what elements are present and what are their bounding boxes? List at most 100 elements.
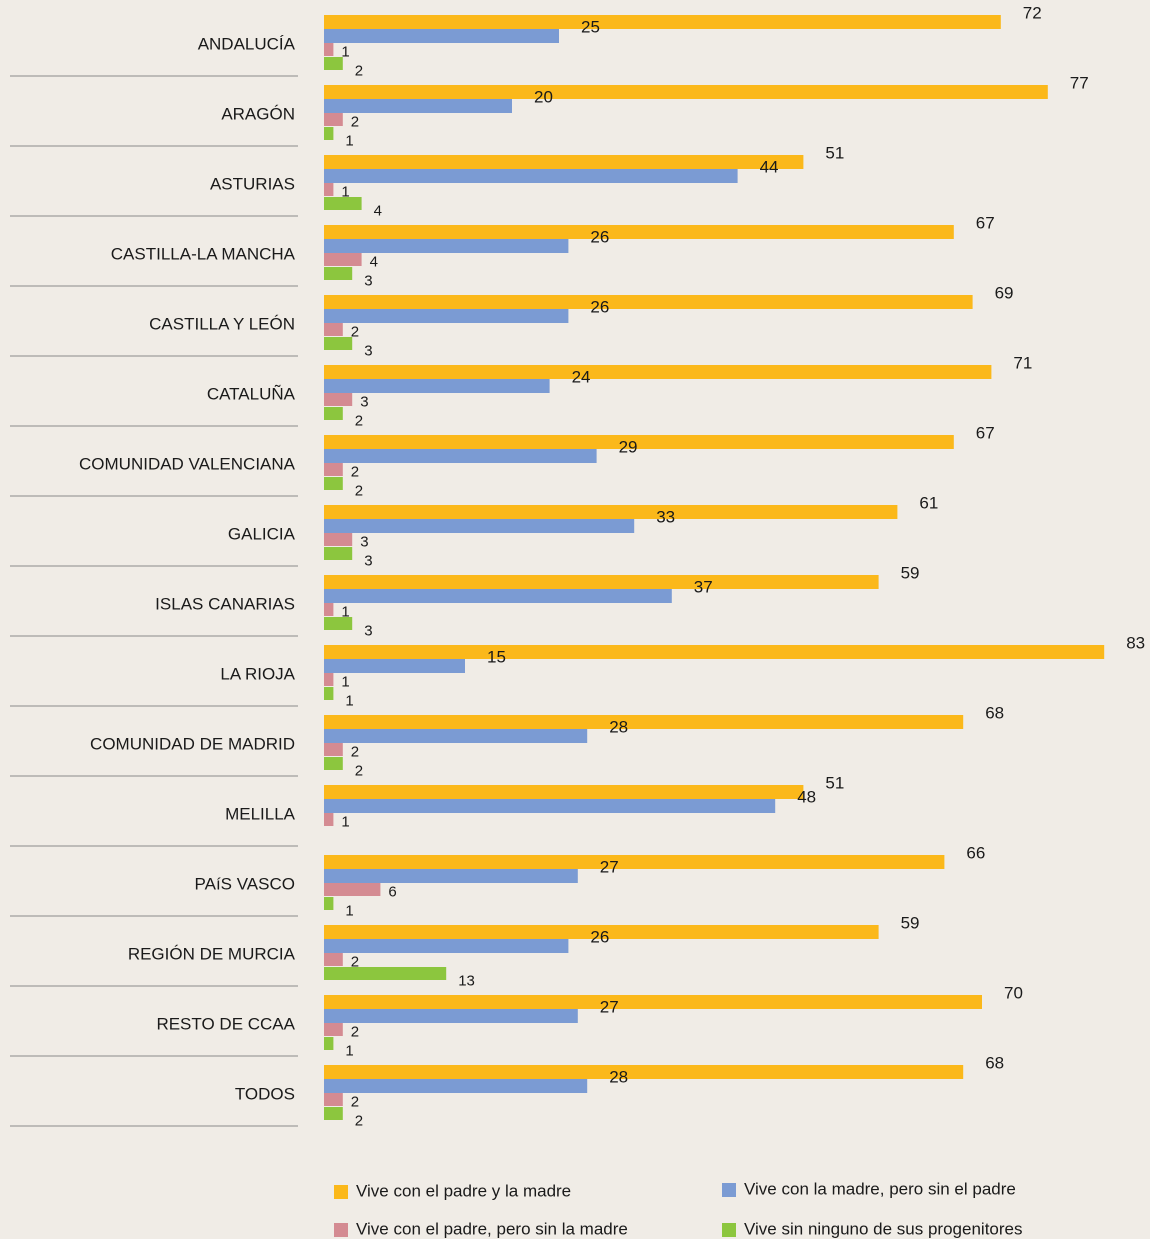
value-label: 2 [355, 482, 363, 499]
bar [324, 379, 550, 393]
bar [324, 43, 334, 56]
value-label: 69 [995, 283, 1014, 302]
value-label: 24 [572, 367, 591, 386]
value-label: 3 [364, 622, 372, 639]
bar [324, 449, 597, 463]
value-label: 1 [345, 132, 353, 149]
bar [324, 547, 353, 560]
bar [324, 15, 1001, 29]
value-label: 3 [360, 533, 368, 550]
category-label: GALICIA [228, 524, 296, 543]
value-label: 2 [351, 1023, 359, 1040]
category-label: LA RIOJA [220, 664, 295, 683]
value-label: 29 [619, 437, 638, 456]
legend-label: Vive con la madre, pero sin el padre [744, 1179, 1016, 1198]
value-label: 72 [1023, 3, 1042, 22]
value-label: 1 [341, 603, 349, 620]
value-label: 33 [656, 507, 675, 526]
category-label: ISLAS CANARIAS [155, 594, 295, 613]
bar [324, 687, 334, 700]
value-label: 51 [825, 143, 844, 162]
value-label: 51 [825, 773, 844, 792]
bar [324, 309, 569, 323]
value-label: 67 [976, 423, 995, 442]
bar [324, 323, 343, 336]
bar [324, 785, 804, 799]
category-label: COMUNIDAD DE MADRID [90, 734, 295, 753]
category-label: PAíS VASCO [195, 874, 295, 893]
bar [324, 155, 804, 169]
category-label: ANDALUCÍA [198, 34, 296, 53]
bar [324, 183, 334, 196]
bar [324, 883, 381, 896]
value-label: 66 [966, 843, 985, 862]
bar [324, 855, 945, 869]
value-label: 2 [355, 62, 363, 79]
category-label: CASTILLA-LA MANCHA [111, 244, 296, 263]
value-label: 3 [360, 393, 368, 410]
legend-label: Vive sin ninguno de sus progenitores [744, 1219, 1022, 1238]
value-label: 2 [355, 1112, 363, 1129]
bar [324, 645, 1105, 659]
bar [324, 113, 343, 126]
bar [324, 603, 334, 616]
value-label: 1 [345, 902, 353, 919]
bar [324, 799, 776, 813]
bar [324, 659, 465, 673]
legend-swatch [722, 1183, 736, 1197]
bar [324, 239, 569, 253]
value-label: 2 [351, 323, 359, 340]
value-label: 27 [600, 857, 619, 876]
category-label: CASTILLA Y LEÓN [149, 314, 295, 333]
bar [324, 477, 343, 490]
bar [324, 967, 447, 980]
bar [324, 729, 588, 743]
value-label: 71 [1013, 353, 1032, 372]
value-label: 6 [388, 883, 396, 900]
value-label: 27 [600, 997, 619, 1016]
value-label: 77 [1070, 73, 1089, 92]
bar [324, 715, 964, 729]
value-label: 2 [351, 953, 359, 970]
bar [324, 463, 343, 476]
bar [324, 393, 353, 406]
bar [324, 29, 559, 43]
category-label: RESTO DE CCAA [156, 1014, 295, 1033]
bar [324, 953, 343, 966]
legend-label: Vive con el padre y la madre [356, 1181, 571, 1200]
value-label: 2 [351, 1093, 359, 1110]
value-label: 68 [985, 703, 1004, 722]
category-label: MELILLA [225, 804, 296, 823]
bar [324, 939, 569, 953]
value-label: 3 [364, 342, 372, 359]
bar [324, 925, 879, 939]
legend-label: Vive con el padre, pero sin la madre [356, 1219, 628, 1238]
value-label: 67 [976, 213, 995, 232]
bar [324, 225, 954, 239]
value-label: 2 [355, 412, 363, 429]
value-label: 2 [351, 743, 359, 760]
category-label: ASTURIAS [210, 174, 295, 193]
value-label: 48 [797, 787, 816, 806]
value-label: 2 [351, 463, 359, 480]
value-label: 83 [1126, 633, 1145, 652]
value-label: 59 [901, 563, 920, 582]
bar [324, 85, 1048, 99]
value-label: 68 [985, 1053, 1004, 1072]
value-label: 1 [345, 692, 353, 709]
value-label: 1 [341, 673, 349, 690]
value-label: 1 [345, 1042, 353, 1059]
value-label: 3 [364, 272, 372, 289]
value-label: 13 [458, 972, 475, 989]
bar [324, 337, 353, 350]
bar [324, 169, 738, 183]
bar [324, 505, 898, 519]
value-label: 44 [760, 157, 779, 176]
bar [324, 1079, 588, 1093]
value-label: 37 [694, 577, 713, 596]
value-label: 2 [355, 762, 363, 779]
bar [324, 1065, 964, 1079]
value-label: 2 [351, 113, 359, 130]
legend-swatch [334, 1185, 348, 1199]
bar [324, 813, 334, 826]
